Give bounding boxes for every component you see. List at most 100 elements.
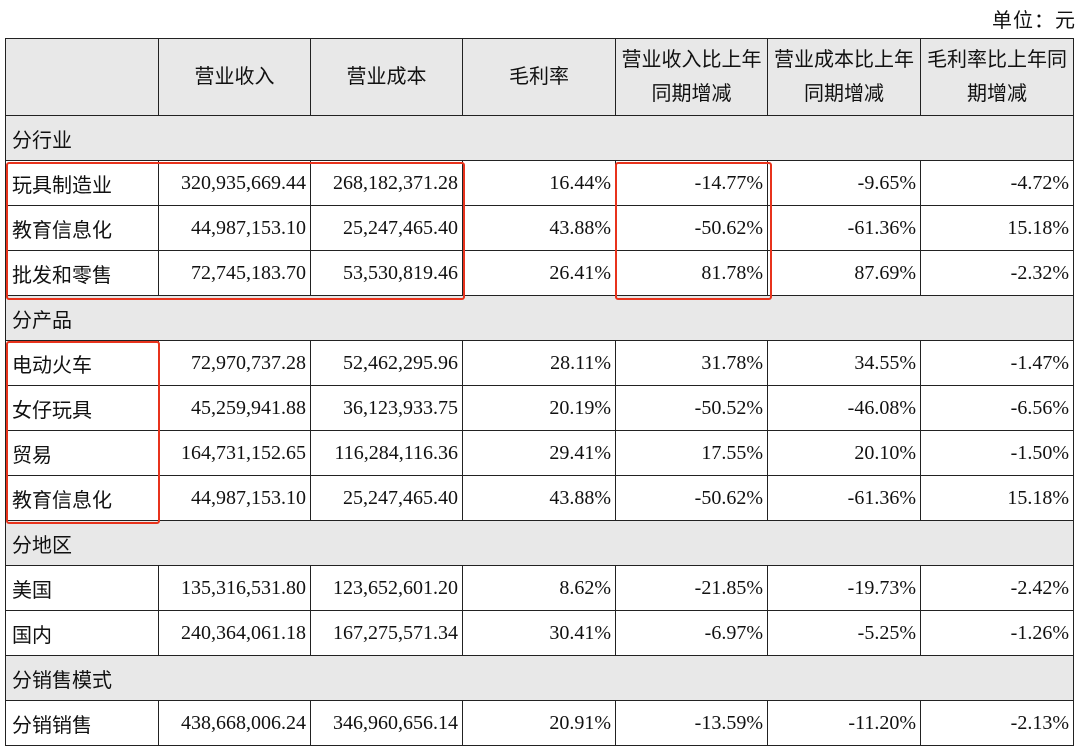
table-header: 营业收入 营业成本 毛利率 营业收入比上年 同期增减 营业成本比上年 同期增减 毛利率比上年同…: [5, 38, 1074, 116]
cell-cost: 52,462,295.96: [310, 340, 463, 386]
header-name: [5, 38, 159, 116]
header-text: 毛利率: [509, 66, 569, 88]
cell-revenue: 438,668,006.24: [158, 700, 311, 746]
cell-gross-margin: 20.91%: [462, 700, 616, 746]
cell-name: 贸易: [5, 430, 159, 476]
section-title: 分行业: [5, 115, 1074, 161]
table-row: 贸易 164,731,152.65 116,284,116.36 29.41% 17.5…: [5, 430, 1074, 476]
cell-name: 教育信息化: [5, 475, 159, 521]
header-row: 营业收入 营业成本 毛利率 营业收入比上年 同期增减 营业成本比上年 同期增减 毛利率比上年同…: [5, 38, 1074, 116]
section-row: 分行业: [5, 115, 1074, 161]
cell-revenue: 72,970,737.28: [158, 340, 311, 386]
cell-margin-yoy: -1.26%: [920, 610, 1074, 656]
header-text: 营业成本比上年: [774, 49, 914, 71]
cell-revenue: 240,364,061.18: [158, 610, 311, 656]
cell-cost: 268,182,371.28: [310, 160, 463, 206]
cell-name: 女仔玩具: [5, 385, 159, 431]
cell-revenue-yoy: -21.85%: [615, 565, 768, 611]
cell-cost: 346,960,656.14: [310, 700, 463, 746]
cell-revenue-yoy: 31.78%: [615, 340, 768, 386]
header-text: 营业收入: [194, 66, 275, 88]
cell-cost: 25,247,465.40: [310, 205, 463, 251]
financial-table: 营业收入 营业成本 毛利率 营业收入比上年 同期增减 营业成本比上年 同期增减 毛利率比上年同…: [5, 38, 1074, 746]
cell-cost-yoy: -46.08%: [767, 385, 921, 431]
cell-cost-yoy: -61.36%: [767, 205, 921, 251]
cell-gross-margin: 29.41%: [462, 430, 616, 476]
cell-margin-yoy: -2.42%: [920, 565, 1074, 611]
cell-cost: 25,247,465.40: [310, 475, 463, 521]
cell-revenue: 44,987,153.10: [158, 475, 311, 521]
cell-gross-margin: 43.88%: [462, 205, 616, 251]
cell-revenue-yoy: -13.59%: [615, 700, 768, 746]
cell-revenue: 320,935,669.44: [158, 160, 311, 206]
cell-cost-yoy: -19.73%: [767, 565, 921, 611]
header-revenue-yoy: 营业收入比上年 同期增减: [615, 38, 768, 116]
section-row: 分产品: [5, 295, 1074, 341]
table-row: 教育信息化 44,987,153.10 25,247,465.40 43.88% -50…: [5, 475, 1074, 521]
cell-cost-yoy: -9.65%: [767, 160, 921, 206]
section-title: 分销售模式: [5, 655, 1074, 701]
cell-gross-margin: 28.11%: [462, 340, 616, 386]
cell-revenue-yoy: -50.62%: [615, 205, 768, 251]
cell-cost: 53,530,819.46: [310, 250, 463, 296]
section-row: 分地区: [5, 520, 1074, 566]
table-row: 玩具制造业 320,935,669.44 268,182,371.28 16.44% -…: [5, 160, 1074, 206]
unit-label: 单位：元: [992, 10, 1076, 32]
header-gross-margin: 毛利率: [462, 38, 616, 116]
header-text: 营业成本: [346, 66, 427, 88]
cell-revenue: 45,259,941.88: [158, 385, 311, 431]
table-row: 电动火车 72,970,737.28 52,462,295.96 28.11% 31.7…: [5, 340, 1074, 386]
cell-gross-margin: 30.41%: [462, 610, 616, 656]
cell-gross-margin: 26.41%: [462, 250, 616, 296]
cell-name: 电动火车: [5, 340, 159, 386]
cell-margin-yoy: -4.72%: [920, 160, 1074, 206]
cell-margin-yoy: -2.32%: [920, 250, 1074, 296]
header-text: 期增减: [967, 83, 1027, 105]
header-revenue: 营业收入: [158, 38, 311, 116]
cell-gross-margin: 8.62%: [462, 565, 616, 611]
cell-name: 分销销售: [5, 700, 159, 746]
cell-name: 玩具制造业: [5, 160, 159, 206]
table-row: 分销销售 438,668,006.24 346,960,656.14 20.91% -1…: [5, 700, 1074, 746]
cell-name: 美国: [5, 565, 159, 611]
cell-cost: 36,123,933.75: [310, 385, 463, 431]
cell-cost-yoy: -11.20%: [767, 700, 921, 746]
cell-revenue-yoy: 81.78%: [615, 250, 768, 296]
cell-gross-margin: 20.19%: [462, 385, 616, 431]
header-margin-yoy: 毛利率比上年同 期增减: [920, 38, 1074, 116]
cell-margin-yoy: -2.13%: [920, 700, 1074, 746]
cell-cost: 167,275,571.34: [310, 610, 463, 656]
cell-revenue: 72,745,183.70: [158, 250, 311, 296]
cell-cost: 123,652,601.20: [310, 565, 463, 611]
cell-margin-yoy: 15.18%: [920, 475, 1074, 521]
header-text: 营业收入比上年: [621, 49, 762, 71]
header-text: 毛利率比上年同: [927, 49, 1067, 71]
header-cost: 营业成本: [310, 38, 463, 116]
cell-cost-yoy: -61.36%: [767, 475, 921, 521]
table-row: 女仔玩具 45,259,941.88 36,123,933.75 20.19% -50.…: [5, 385, 1074, 431]
cell-revenue-yoy: -6.97%: [615, 610, 768, 656]
cell-cost-yoy: 34.55%: [767, 340, 921, 386]
table-row: 美国 135,316,531.80 123,652,601.20 8.62% -21.8…: [5, 565, 1074, 611]
cell-margin-yoy: -1.47%: [920, 340, 1074, 386]
cell-cost: 116,284,116.36: [310, 430, 463, 476]
table-row: 国内 240,364,061.18 167,275,571.34 30.41% -6.9…: [5, 610, 1074, 656]
cell-name: 教育信息化: [5, 205, 159, 251]
cell-gross-margin: 43.88%: [462, 475, 616, 521]
cell-cost-yoy: -5.25%: [767, 610, 921, 656]
header-cost-yoy: 营业成本比上年 同期增减: [767, 38, 921, 116]
section-title: 分地区: [5, 520, 1074, 566]
cell-revenue: 135,316,531.80: [158, 565, 311, 611]
cell-cost-yoy: 20.10%: [767, 430, 921, 476]
cell-gross-margin: 16.44%: [462, 160, 616, 206]
cell-margin-yoy: -1.50%: [920, 430, 1074, 476]
section-title: 分产品: [5, 295, 1074, 341]
cell-name: 批发和零售: [5, 250, 159, 296]
cell-revenue-yoy: 17.55%: [615, 430, 768, 476]
header-text: 同期增减: [804, 83, 884, 105]
table-body: 分行业 玩具制造业 320,935,669.44 268,182,371.28 16.4…: [5, 115, 1074, 746]
section-row: 分销售模式: [5, 655, 1074, 701]
header-text: 同期增减: [651, 83, 732, 105]
table-row: 批发和零售 72,745,183.70 53,530,819.46 26.41% 81.…: [5, 250, 1074, 296]
table-row: 教育信息化 44,987,153.10 25,247,465.40 43.88% -50…: [5, 205, 1074, 251]
